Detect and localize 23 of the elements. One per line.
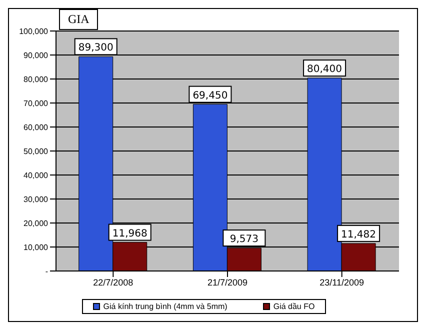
x-tick-label: 22/7/2008: [93, 277, 134, 288]
y-tick-label: 80,000: [24, 74, 49, 84]
y-tick-label: 10,000: [24, 242, 49, 252]
y-tick-label: -: [45, 266, 48, 276]
chart-title: GIA: [59, 9, 98, 30]
y-tick-label: 50,000: [24, 146, 49, 156]
x-tick-label: 23/11/2009: [320, 277, 364, 288]
y-tick-label: 100,000: [19, 26, 49, 36]
y-tick-label: 20,000: [24, 218, 49, 228]
data-label: 11,968: [112, 228, 148, 240]
y-tick-label: 70,000: [24, 98, 49, 108]
legend-label: Giá kính trung bình (4mm và 5mm): [102, 302, 228, 311]
y-tick-label: 40,000: [24, 170, 49, 180]
legend-label: Giá dầu FO: [272, 302, 315, 311]
y-tick-label: 90,000: [24, 50, 49, 60]
data-label: 80,400: [307, 64, 342, 76]
data-label: 89,300: [78, 42, 114, 54]
y-tick-label: 30,000: [24, 194, 49, 204]
data-label: 11,482: [341, 229, 376, 240]
x-tick-label: 21/7/2009: [207, 277, 248, 288]
data-label: 9,573: [230, 234, 259, 246]
data-label: 69,450: [192, 90, 228, 102]
y-tick-label: 60,000: [24, 122, 49, 132]
